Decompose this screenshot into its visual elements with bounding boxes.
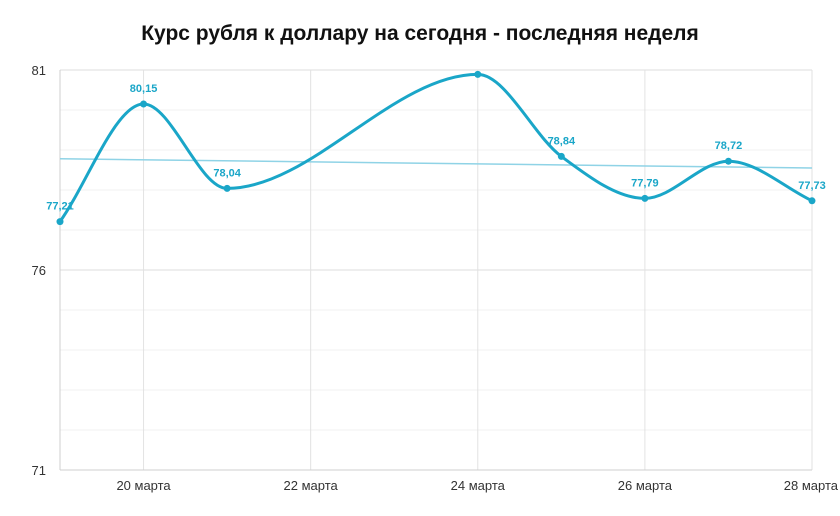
- data-label: 77,73: [798, 180, 826, 192]
- data-point: [557, 152, 565, 160]
- data-label: 77,21: [46, 201, 74, 213]
- data-label: 80,15: [130, 83, 158, 95]
- data-label: 78,04: [213, 167, 241, 179]
- x-tick-label: 26 марта: [618, 478, 673, 493]
- data-point: [724, 157, 732, 165]
- x-tick-label: 20 марта: [116, 478, 171, 493]
- data-point: [223, 184, 231, 192]
- x-tick-label: 28 марта: [784, 478, 839, 493]
- data-point: [474, 70, 482, 78]
- data-point: [140, 100, 148, 108]
- chart-title: Курс рубля к доллару на сегодня - послед…: [141, 22, 699, 45]
- x-tick-label: 22 марта: [284, 478, 339, 493]
- data-label: 77,79: [631, 177, 659, 189]
- y-tick-label: 81: [32, 63, 46, 78]
- series-line: [58, 72, 813, 223]
- trend-line: [59, 158, 813, 169]
- data-point: [808, 197, 816, 205]
- data-point: [641, 194, 649, 202]
- data-label: 78,72: [715, 140, 743, 152]
- data-label: 78,84: [548, 135, 576, 147]
- x-tick-label: 24 марта: [451, 478, 506, 493]
- data-point: [56, 218, 64, 226]
- y-tick-label: 76: [32, 263, 46, 278]
- y-tick-label: 71: [32, 463, 46, 478]
